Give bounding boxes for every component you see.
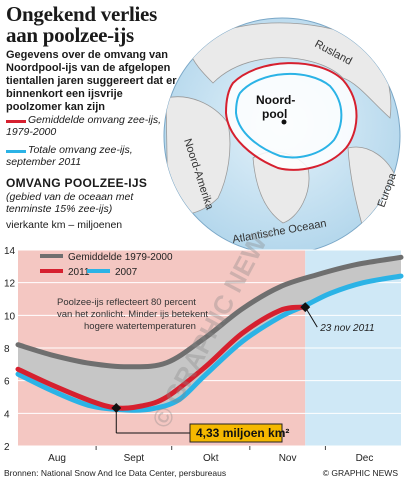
label-north-pole-2: pool <box>262 107 287 121</box>
legend-swatch-red <box>6 120 26 123</box>
legend-avg-label: Gemiddelde 1979-2000 <box>68 252 173 263</box>
legend-2007-label: 2007 <box>115 267 138 278</box>
north-pole-marker <box>281 119 287 125</box>
minimum-callout: 4,33 miljoen km² <box>111 402 289 443</box>
sea-ice-area <box>226 63 357 170</box>
legend-2011-swatch <box>40 269 63 273</box>
x-tick-label: Okt <box>203 453 219 464</box>
x-tick-label: Nov <box>279 453 297 464</box>
note-line-1: Poolzee-ijs reflecteert 80 percent <box>57 297 196 308</box>
gridlines <box>18 249 401 447</box>
legend-swatch-blue <box>6 150 26 153</box>
y-axis: 2 4 6 8 10 12 14 <box>4 246 16 453</box>
y-tick-label: 10 <box>4 311 16 322</box>
title-line-2: aan poolzee-ijs <box>6 23 134 47</box>
section-title: OMVANG POOLZEE-IJS <box>6 176 148 190</box>
legend-2011-label: 2011 <box>68 267 90 278</box>
intro-text: Gegevens over de omvang van Noordpool-ij… <box>6 49 177 113</box>
label-north-pole-1: Noord- <box>256 93 295 107</box>
legend-text-2011: Totale omvang zee-ijs, september 2011 <box>6 144 133 168</box>
legend-text-avg: Gemiddelde omvang zee-ijs, 1979-2000 <box>6 114 162 138</box>
source-text: Bronnen: National Snow And Ice Data Cent… <box>4 468 227 478</box>
y-tick-label: 4 <box>4 409 10 420</box>
note-line-3: hogere watertemperaturen <box>84 321 196 332</box>
title-line-1: Ongekend verlies <box>6 2 157 26</box>
loss-band <box>18 257 401 411</box>
y-tick-label: 12 <box>4 279 16 290</box>
legend-2007-swatch <box>87 269 110 273</box>
avg-ice-outline <box>224 62 358 171</box>
y-tick-label: 6 <box>4 377 10 388</box>
min-label: 4,33 miljoen km² <box>196 426 289 440</box>
arctic-globe-map: Rusland Noord-Amerika Europa Atlantische… <box>163 17 401 255</box>
x-tick-label: Dec <box>356 453 374 464</box>
legend-avg-swatch <box>40 254 63 258</box>
series-line-avg <box>15 254 404 370</box>
y-tick-label: 8 <box>4 344 10 355</box>
end-label: 23 nov 2011 <box>319 323 374 334</box>
x-tick-label: Sept <box>124 453 145 464</box>
section-subtitle: (gebied van de oceaan met tenminste 15% … <box>6 191 134 215</box>
y-tick-label: 14 <box>4 246 16 257</box>
landmass-russia <box>187 22 392 119</box>
min-label-box <box>189 423 283 443</box>
y-tick-label: 2 <box>4 442 10 453</box>
chart-legend: Gemiddelde 1979-2000 2011 2007 <box>40 252 173 278</box>
end-leader-line <box>304 306 318 328</box>
series-line-2011 <box>15 304 308 411</box>
x-axis: Aug Sept Okt Nov Dec <box>48 446 373 464</box>
page-title: Ongekend verlies aan poolzee-ijs <box>6 4 206 46</box>
units-label: vierkante km – miljoenen <box>6 219 123 231</box>
credit-text: © GRAPHIC NEWS <box>322 468 398 478</box>
series-line-2007 <box>15 273 404 413</box>
sept-2011-ice-outline <box>234 72 343 159</box>
x-tick-label: Aug <box>48 453 66 464</box>
note-line-2: van het zonlicht. Minder ijs betekent <box>57 309 208 320</box>
ice-extent-chart: 2 4 6 8 10 12 14 Aug Sept Okt Nov Dec Gemiddelde 1… <box>4 232 404 464</box>
